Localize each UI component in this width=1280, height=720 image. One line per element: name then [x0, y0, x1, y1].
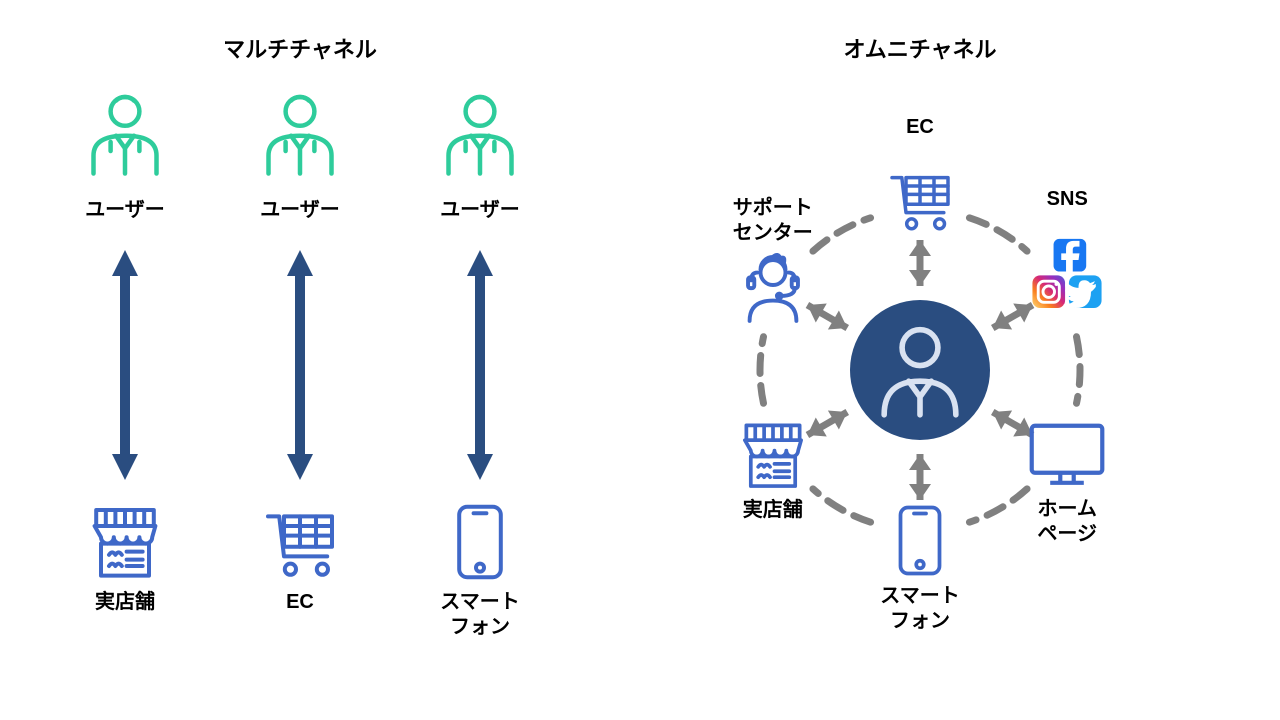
- cart-icon: [260, 502, 340, 582]
- phone-icon: [890, 503, 950, 578]
- center-user-icon: [864, 314, 976, 426]
- double-arrow-vertical: [467, 250, 493, 480]
- node-label: スマート フォン: [840, 584, 1000, 634]
- phone-icon: [448, 502, 512, 582]
- channel-label: 実店舗: [45, 590, 205, 615]
- node-label: サポート センター: [693, 196, 853, 246]
- monitor-icon: [1025, 419, 1109, 491]
- right-title: オムニチャネル: [790, 32, 1050, 64]
- user-label: ユーザー: [230, 198, 370, 223]
- node-label: EC: [840, 115, 1000, 140]
- left-title: マルチチャネル: [170, 32, 430, 64]
- user-icon: [255, 88, 345, 178]
- double-arrow-vertical: [112, 250, 138, 480]
- node-label: SNS: [987, 187, 1147, 212]
- cart-icon: [885, 165, 955, 235]
- node-label: 実店舗: [693, 498, 853, 523]
- store-icon: [736, 418, 810, 492]
- store-icon: [85, 502, 165, 582]
- diagram-root: マルチチャネル ユーザー 実店舗 ユーザー: [0, 0, 1280, 720]
- sns-icon: [1019, 237, 1115, 333]
- channel-label: スマート フォン: [400, 590, 560, 640]
- double-arrow-vertical: [287, 250, 313, 480]
- user-icon: [80, 88, 170, 178]
- user-label: ユーザー: [410, 198, 550, 223]
- channel-label: EC: [220, 590, 380, 615]
- user-icon: [435, 88, 525, 178]
- support-icon: [734, 246, 812, 324]
- user-label: ユーザー: [55, 198, 195, 223]
- node-label: ホーム ページ: [987, 497, 1147, 547]
